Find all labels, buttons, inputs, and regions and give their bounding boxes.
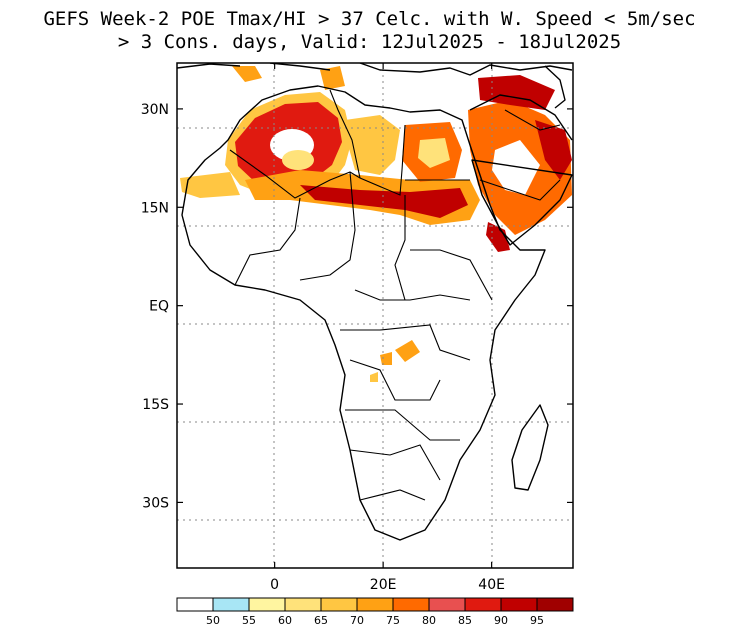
- colorbar-swatch: [464, 597, 502, 612]
- colorbar-label: 50: [206, 614, 220, 627]
- colorbar-swatch: [536, 597, 574, 612]
- colorbar-label: 65: [314, 614, 328, 627]
- coastlines: [177, 63, 573, 541]
- shade-red-sea-coast: [486, 222, 510, 252]
- caspian-coastline: [544, 65, 566, 109]
- country-borders: [229, 89, 561, 501]
- arabia-coastline: [469, 94, 573, 246]
- lon-tick-label: 40E: [478, 577, 505, 593]
- shade-arabia-red: [535, 120, 572, 180]
- colorbar-swatch: [176, 597, 214, 612]
- shade-libya: [345, 115, 400, 175]
- shade-tunisia: [320, 66, 345, 90]
- shade-central-africa-2: [380, 352, 392, 365]
- shade-arabia-white: [492, 140, 540, 195]
- shade-iraq: [478, 75, 555, 110]
- shade-sahara-core: [300, 185, 468, 218]
- colorbar-label: 60: [278, 614, 292, 627]
- colorbar-label: 75: [386, 614, 400, 627]
- madagascar-coastline: [511, 404, 549, 491]
- longitude-ticks: 0 20E 40E: [270, 63, 505, 593]
- shade-mauritania: [180, 172, 240, 198]
- lon-tick-label: 0: [270, 577, 279, 593]
- shade-morocco: [232, 66, 262, 82]
- shade-angola: [370, 372, 378, 382]
- lat-tick-label: 15S: [142, 397, 169, 413]
- colorbar-swatch: [428, 597, 466, 612]
- grid-lines: [177, 63, 573, 568]
- lat-tick-label: EQ: [149, 299, 169, 315]
- title-line-2: > 3 Cons. days, Valid: 12Jul2025 - 18Jul…: [117, 31, 622, 53]
- colorbar-swatch: [356, 597, 394, 612]
- lon-tick-label: 20E: [370, 577, 397, 593]
- colorbar-label: 85: [458, 614, 472, 627]
- africa-coastline: [181, 85, 546, 541]
- colorbar-swatch: [392, 597, 430, 612]
- title-line-1: GEFS Week-2 POE Tmax/HI > 37 Celc. with …: [43, 8, 696, 30]
- colorbar-swatch: [500, 597, 538, 612]
- shade-nw-yellow: [282, 150, 314, 170]
- lat-tick-label: 30N: [141, 102, 169, 118]
- lat-tick-label: 30S: [142, 495, 169, 511]
- shade-central-africa: [395, 340, 420, 362]
- colorbar-label: 70: [350, 614, 364, 627]
- colorbar-swatch: [248, 597, 286, 612]
- colorbar-label: 80: [422, 614, 436, 627]
- colorbar-swatch: [212, 597, 250, 612]
- colorbar-swatch: [284, 597, 322, 612]
- colorbar: 50 55 60 65 70 75 80 85 90 95: [176, 597, 574, 627]
- colorbar-label: 95: [530, 614, 544, 627]
- lat-tick-label: 15N: [141, 200, 169, 216]
- colorbar-label: 90: [494, 614, 508, 627]
- colorbar-label: 55: [242, 614, 256, 627]
- plot-frame: [176, 62, 574, 569]
- europe-coastline: [177, 63, 573, 76]
- latitude-ticks: 30N 15N EQ 15S 30S: [141, 102, 573, 511]
- shade-egypt-yellow: [418, 138, 450, 168]
- colorbar-swatch: [320, 597, 358, 612]
- probability-shading: [180, 66, 572, 382]
